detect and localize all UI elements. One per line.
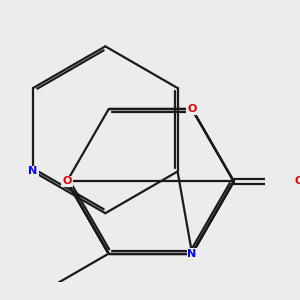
Text: O: O [62,176,72,186]
Text: O: O [294,176,300,186]
Text: N: N [188,249,197,259]
Text: O: O [188,104,197,114]
Text: N: N [28,167,38,176]
